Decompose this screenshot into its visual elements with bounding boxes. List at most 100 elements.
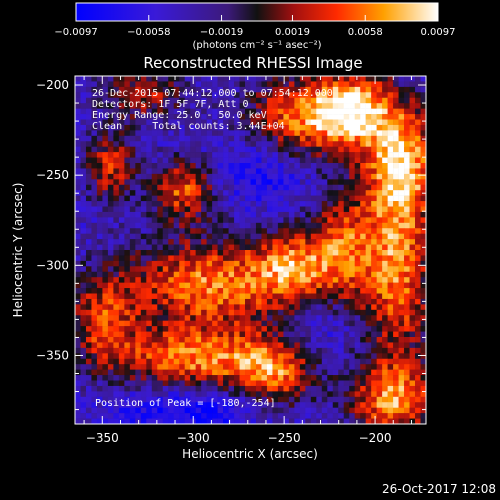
heatmap-cell xyxy=(107,396,114,403)
heatmap-cell xyxy=(398,304,405,311)
heatmap-cell xyxy=(201,108,207,115)
heatmap-cell xyxy=(283,201,290,207)
heatmap-cell xyxy=(360,244,366,251)
heatmap-cell xyxy=(255,309,262,316)
heatmap-cell xyxy=(349,92,355,99)
heatmap-cell xyxy=(376,250,383,256)
heatmap-cell xyxy=(305,293,312,300)
heatmap-cell xyxy=(349,353,355,360)
heatmap-cell xyxy=(393,146,399,153)
heatmap-cell xyxy=(321,364,328,370)
heatmap-cell xyxy=(118,353,125,360)
heatmap-cell xyxy=(124,146,131,153)
heatmap-cell xyxy=(113,337,120,343)
heatmap-cell xyxy=(157,271,164,278)
heatmap-cell xyxy=(321,130,328,137)
heatmap-cell xyxy=(146,413,153,419)
heatmap-cell xyxy=(283,288,290,294)
heatmap-cell xyxy=(85,211,92,218)
heatmap-cell xyxy=(343,369,350,376)
heatmap-cell xyxy=(107,277,114,283)
heatmap-cell xyxy=(343,141,350,147)
heatmap-cell xyxy=(316,369,323,376)
heatmap-cell xyxy=(245,375,251,381)
heatmap-cell xyxy=(371,157,377,164)
heatmap-cell xyxy=(261,141,268,147)
heatmap-cell xyxy=(124,353,131,360)
heatmap-cell xyxy=(393,320,399,327)
heatmap-cell xyxy=(283,190,290,196)
heatmap-cell xyxy=(321,92,328,99)
heatmap-cell xyxy=(157,380,164,387)
heatmap-cell xyxy=(294,250,301,256)
heatmap-cell xyxy=(250,146,257,153)
heatmap-cell xyxy=(135,130,142,137)
heatmap-cell xyxy=(288,179,295,186)
heatmap-cell xyxy=(288,358,295,365)
heatmap-cell xyxy=(305,163,312,169)
heatmap-cell xyxy=(113,288,120,294)
heatmap-cell xyxy=(75,168,81,175)
heatmap-cell xyxy=(349,347,355,354)
heatmap-cell xyxy=(201,195,207,202)
heatmap-cell xyxy=(184,135,191,142)
heatmap-cell xyxy=(201,124,207,131)
heatmap-cell xyxy=(409,369,416,376)
heatmap-cell xyxy=(409,201,416,207)
heatmap-cell xyxy=(393,255,399,262)
heatmap-cell xyxy=(310,130,317,137)
heatmap-cell xyxy=(305,396,312,403)
heatmap-cell xyxy=(266,304,273,311)
heatmap-cell xyxy=(245,353,251,360)
heatmap-cell xyxy=(316,331,323,338)
heatmap-cell xyxy=(294,108,301,115)
heatmap-cell xyxy=(223,326,229,332)
heatmap-cell xyxy=(376,244,383,251)
heatmap-cell xyxy=(255,391,262,398)
heatmap-cell xyxy=(360,418,366,425)
heatmap-cell xyxy=(371,217,377,224)
heatmap-cell xyxy=(85,364,92,370)
heatmap-cell xyxy=(157,385,164,392)
heatmap-cell xyxy=(201,168,207,175)
heatmap-cell xyxy=(96,342,103,349)
heatmap-cell xyxy=(162,152,169,158)
heatmap-cell xyxy=(420,86,427,93)
heatmap-cell xyxy=(234,293,240,300)
heatmap-cell xyxy=(91,309,98,316)
heatmap-cell xyxy=(245,326,251,332)
heatmap-cell xyxy=(195,146,202,153)
heatmap-cell xyxy=(162,103,169,109)
heatmap-cell xyxy=(393,141,399,147)
heatmap-cell xyxy=(415,320,421,327)
heatmap-cell xyxy=(420,277,427,283)
heatmap-cell xyxy=(157,190,164,196)
heatmap-cell xyxy=(140,92,147,99)
heatmap-cell xyxy=(146,369,153,376)
heatmap-cell xyxy=(118,141,125,147)
heatmap-cell xyxy=(234,380,240,387)
heatmap-cell xyxy=(217,288,224,294)
heatmap-cell xyxy=(305,309,312,316)
heatmap-cell xyxy=(75,380,81,387)
heatmap-cell xyxy=(409,298,416,305)
heatmap-cell xyxy=(255,130,262,137)
heatmap-cell xyxy=(212,353,218,360)
heatmap-cell xyxy=(415,124,421,131)
heatmap-cell xyxy=(140,250,147,256)
heatmap-cell xyxy=(283,315,290,321)
heatmap-cell xyxy=(184,201,191,207)
heatmap-cell xyxy=(409,135,416,142)
heatmap-cell xyxy=(212,309,218,316)
heatmap-cell xyxy=(212,76,218,82)
heatmap-cell xyxy=(277,298,284,305)
heatmap-cell xyxy=(332,266,339,273)
heatmap-cell xyxy=(91,195,98,202)
heatmap-cell xyxy=(91,108,98,115)
heatmap-cell xyxy=(288,260,295,267)
heatmap-cell xyxy=(338,309,345,316)
heatmap-cell xyxy=(212,282,218,289)
heatmap-cell xyxy=(387,266,394,273)
heatmap-cell xyxy=(299,124,306,131)
heatmap-cell xyxy=(376,86,383,93)
